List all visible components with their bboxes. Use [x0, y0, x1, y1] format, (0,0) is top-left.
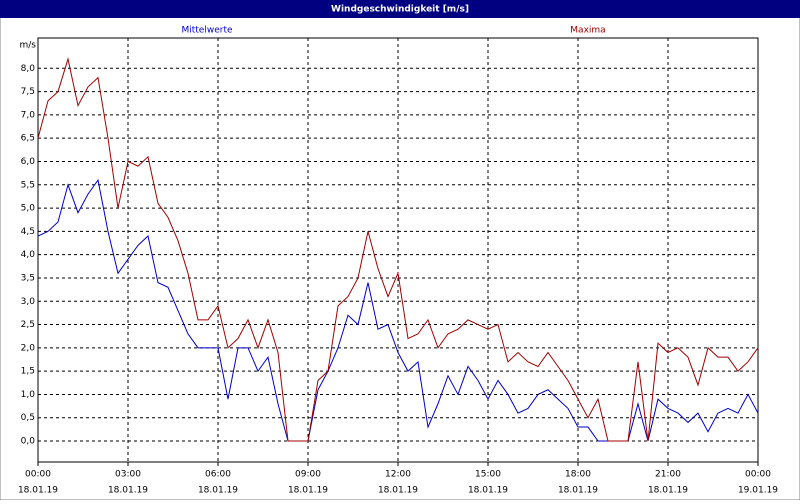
y-tick-label: 4,0: [21, 250, 36, 260]
x-tick-label: 21:00: [655, 470, 681, 480]
y-tick-label: 6,5: [21, 134, 35, 144]
legend-label: Maxima: [570, 26, 605, 36]
y-tick-label: 0,5: [21, 413, 35, 423]
y-tick-label: 3,5: [21, 273, 35, 283]
x-tick-date: 18.01.19: [288, 486, 328, 496]
x-tick-date: 18.01.19: [198, 486, 238, 496]
x-tick-date: 18.01.19: [378, 486, 418, 496]
x-tick-date: 18.01.19: [108, 486, 148, 496]
y-axis-unit: m/s: [20, 41, 37, 51]
legend-label: Mittelwerte: [181, 26, 232, 36]
x-tick-label: 15:00: [475, 470, 501, 480]
x-tick-label: 03:00: [115, 470, 141, 480]
x-tick-label: 00:00: [25, 470, 51, 480]
y-tick-label: 0,0: [21, 437, 36, 447]
y-tick-label: 7,0: [21, 110, 36, 120]
y-tick-label: 8,0: [21, 64, 36, 74]
y-tick-label: 1,0: [21, 390, 36, 400]
y-tick-label: 5,5: [21, 180, 35, 190]
data-line: [37, 178, 759, 442]
x-tick-date: 18.01.19: [648, 486, 688, 496]
x-tick-label: 18:00: [565, 470, 591, 480]
x-tick-date: 18.01.19: [468, 486, 508, 496]
y-tick-label: 4,5: [21, 227, 35, 237]
chart-title: Windgeschwindigkeit [m/s]: [331, 5, 469, 15]
x-tick-label: 12:00: [385, 470, 411, 480]
x-tick-date: 18.01.19: [18, 486, 58, 496]
x-tick-date: 19.01.19: [738, 486, 778, 496]
data-line: [37, 56, 759, 442]
x-tick-label: 00:00: [745, 470, 771, 480]
y-tick-label: 1,5: [21, 367, 35, 377]
x-tick-date: 18.01.19: [558, 486, 598, 496]
y-tick-label: 3,0: [21, 297, 36, 307]
y-tick-label: 5,0: [21, 204, 36, 214]
x-tick-label: 09:00: [295, 470, 321, 480]
x-tick-label: 06:00: [205, 470, 231, 480]
y-tick-label: 6,0: [21, 157, 36, 167]
y-tick-label: 2,5: [21, 320, 35, 330]
y-tick-label: 2,0: [21, 343, 36, 353]
y-tick-label: 7,5: [21, 87, 35, 97]
title-bar: [0, 0, 800, 18]
